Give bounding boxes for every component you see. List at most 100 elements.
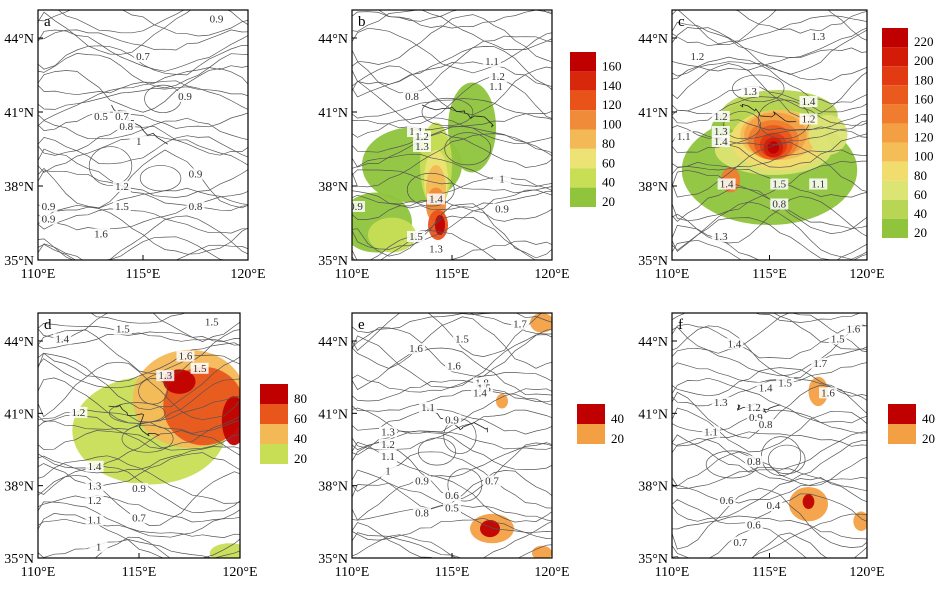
x-tick-label: 115°E [752,565,787,580]
contour-label: 1.5 [115,201,129,213]
closed-contour [417,437,456,466]
y-tick-label: 38°N [4,480,34,495]
contour-label: 1.3 [714,126,728,138]
y-tick-label: 35°N [638,254,668,269]
contour-line [352,334,552,389]
contour-line [38,86,248,110]
panel-label: c [678,14,685,30]
contour-line [352,347,552,396]
contour-line [672,313,867,350]
panel-label: e [358,317,365,333]
colorbar-label: 180 [914,72,934,87]
contour-line [672,225,867,260]
contour-line [352,230,498,260]
y-tick-label: 41°N [638,407,668,422]
colorbar-label: 40 [294,431,307,446]
contour-line [38,414,240,449]
contour-line [90,313,187,324]
y-tick-label: 44°N [638,32,668,47]
colorbar-swatch [570,129,596,149]
contour-label: 1.1 [88,515,102,527]
colorbar-label: 100 [914,149,934,164]
contour-label: 0.8 [759,419,773,431]
contour-line [38,117,248,140]
colorbar-swatch [260,424,288,444]
contour-line [672,109,867,131]
contour-line [38,352,240,411]
colorbar-label: 120 [914,130,934,145]
contour-line [352,75,552,124]
contour-line [352,10,552,29]
y-tick-label: 35°N [4,254,34,269]
coastline [421,104,495,128]
contour-line [672,487,867,550]
contour-line [672,15,867,47]
y-tick-label: 41°N [4,407,34,422]
colorbar-label: 60 [914,187,927,202]
contour-line [672,47,867,72]
contour-line [38,243,248,260]
contour-line [352,199,552,222]
contour-label: 1.3 [714,231,728,243]
contour-line [38,53,248,89]
contour-label: 0.7 [136,51,150,63]
contour-line [352,153,552,187]
x-tick-label: 120°E [849,267,884,282]
contour-label: 1.2 [88,495,102,507]
contour-line [38,190,248,231]
contour-label: 1.1 [489,81,503,93]
colorbar-label: 80 [914,168,927,183]
y-tick-label: 44°N [638,335,668,350]
contour-label: 1.5 [831,333,845,345]
contour-line [672,160,867,222]
colorbar-label: 220 [914,34,934,49]
colorbar-label: 100 [602,117,622,132]
contour-line [352,46,552,94]
contour-line [352,327,552,377]
contour-line [672,56,867,105]
colorbar-swatch [260,444,288,464]
panel-d: 1.41.51.51.61.51.21.31.41.31.21.10.90.71… [4,312,307,580]
x-tick-label: 110°E [21,267,56,282]
contour-line [38,354,240,389]
contour-line [38,111,248,131]
colorbar-swatch [260,384,288,404]
coastline [740,103,797,123]
contour-label: 1.1 [677,131,691,143]
contour-label: 1.7 [513,319,527,331]
colorbar-label: 60 [602,155,615,170]
shaded-region-f-2 [802,494,815,509]
x-tick-label: 115°E [126,267,161,282]
map-frame [37,9,249,261]
contour-line [352,372,552,393]
contour-line [672,431,867,447]
y-tick-label: 38°N [318,180,348,195]
colorbar-c: 220 200 180 160 140 120 100 80 60 40 20 [882,28,934,240]
x-tick-label: 120°E [222,565,257,580]
contour-line [38,148,248,198]
contour-line [38,329,240,376]
y-tick-label: 35°N [318,552,348,567]
contour-line [672,63,867,118]
contour-label: 0.6 [747,520,761,532]
contour-label: 0.8 [405,91,419,103]
contour-line [672,161,867,198]
colorbar-swatch [570,71,596,91]
shaded-region-c-13 [808,115,848,155]
contour-label: 1.1 [704,427,718,439]
contour-line [352,65,552,116]
contour-line [352,313,552,333]
contour-label: 0.7 [733,537,747,549]
contour-line [672,186,867,234]
contour-label: 1.4 [759,382,773,394]
contour-label: 1 [96,542,102,554]
contour-line [38,149,248,209]
contour-line [352,133,552,188]
contour-label: 1.1 [811,179,825,191]
y-tick-label: 44°N [318,32,348,47]
contour-line [38,455,240,504]
y-tick-label: 41°N [318,407,348,422]
contour-label: 1.4 [728,338,742,350]
closed-contour [139,165,182,192]
